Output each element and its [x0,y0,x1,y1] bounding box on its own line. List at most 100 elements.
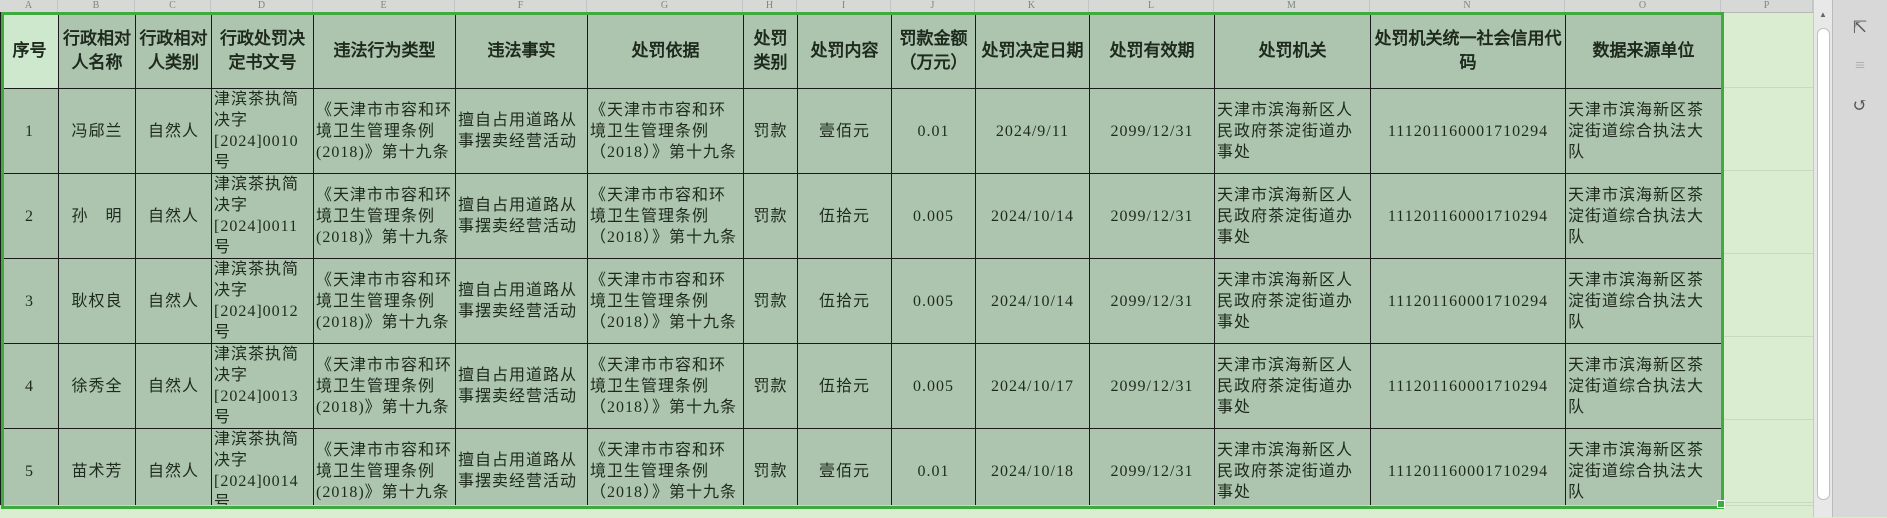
cell[interactable]: 《天津市市容和环境卫生管理条例(2018)》第十九条 [313,88,456,174]
fill-handle[interactable] [1717,500,1725,508]
cell[interactable]: 擅自占用道路从事摆卖经营活动 [455,258,588,344]
empty-cell[interactable] [1721,254,1813,337]
cell[interactable]: 壹佰元 [797,88,892,174]
cell[interactable]: 自然人 [135,428,212,514]
vertical-scrollbar[interactable]: ▲ [1813,0,1832,517]
header-cell[interactable]: 行政处罚决定书文号 [211,12,314,89]
header-cell[interactable]: 处罚依据 [587,12,744,89]
cell[interactable]: 伍拾元 [797,343,892,429]
cell[interactable]: 《天津市市容和环境卫生管理条例（2018）》第十九条 [587,173,744,259]
header-cell[interactable]: 处罚有效期 [1089,12,1215,89]
cell[interactable]: 擅自占用道路从事摆卖经营活动 [455,428,588,514]
header-cell[interactable]: 处罚类别 [743,12,798,89]
cell[interactable]: 《天津市市容和环境卫生管理条例(2018)》第十九条 [313,173,456,259]
cell[interactable]: 《天津市市容和环境卫生管理条例(2018)》第十九条 [313,343,456,429]
cell[interactable]: 天津市滨海新区茶淀街道综合执法大队 [1565,428,1722,514]
empty-cell[interactable] [1721,171,1813,254]
cell[interactable]: 2099/12/31 [1089,343,1215,429]
column-letter-l[interactable]: L [1089,0,1214,12]
cell[interactable]: 《天津市市容和环境卫生管理条例（2018）》第十九条 [587,258,744,344]
cell[interactable]: 《天津市市容和环境卫生管理条例(2018)》第十九条 [313,258,456,344]
cell[interactable]: 天津市滨海新区茶淀街道综合执法大队 [1565,343,1722,429]
cell[interactable]: 津滨茶执简决字[2024]0011号 [211,173,314,259]
cell[interactable]: 2099/12/31 [1089,258,1215,344]
cell[interactable]: 擅自占用道路从事摆卖经营活动 [455,343,588,429]
column-letter-n[interactable]: N [1370,0,1565,12]
history-icon[interactable]: ↺ [1852,95,1868,115]
cell[interactable]: 1 [0,88,59,174]
column-letter-c[interactable]: C [135,0,211,12]
cell[interactable]: 111201160001710294 [1370,343,1566,429]
header-cell[interactable]: 行政相对人类别 [135,12,212,89]
column-letter-p[interactable]: P [1721,0,1813,12]
cell[interactable]: 0.005 [891,258,976,344]
cell[interactable]: 2024/10/17 [975,343,1090,429]
cell[interactable]: 冯郈兰 [58,88,136,174]
cell[interactable]: 自然人 [135,343,212,429]
cell[interactable]: 3 [0,258,59,344]
column-letter-f[interactable]: F [455,0,587,12]
cell[interactable]: 0.005 [891,173,976,259]
cell[interactable]: 罚款 [743,88,798,174]
column-letter-h[interactable]: H [743,0,797,12]
cell[interactable]: 2099/12/31 [1089,173,1215,259]
empty-row[interactable] [0,505,1813,518]
header-cell[interactable]: 违法事实 [455,12,588,89]
scroll-up-icon[interactable]: ▲ [1819,10,1827,19]
cell[interactable]: 伍拾元 [797,258,892,344]
column-letter-j[interactable]: J [891,0,975,12]
header-cell[interactable]: 序号 [0,12,59,89]
header-cell[interactable]: 处罚内容 [797,12,892,89]
cell[interactable]: 天津市滨海新区人民政府茶淀街道办事处 [1214,428,1371,514]
cell[interactable]: 天津市滨海新区茶淀街道综合执法大队 [1565,88,1722,174]
pointer-icon[interactable]: ⇱ [1852,17,1868,37]
cell[interactable]: 天津市滨海新区人民政府茶淀街道办事处 [1214,258,1371,344]
header-cell[interactable]: 罚款金额（万元） [891,12,976,89]
cell[interactable]: 天津市滨海新区茶淀街道综合执法大队 [1565,258,1722,344]
header-cell[interactable]: 处罚机关 [1214,12,1371,89]
cell[interactable]: 2099/12/31 [1089,428,1215,514]
cell[interactable]: 0.01 [891,88,976,174]
cell[interactable]: 《天津市市容和环境卫生管理条例（2018）》第十九条 [587,428,744,514]
scrollbar-thumb[interactable] [1817,28,1830,500]
column-letter-e[interactable]: E [313,0,455,12]
cell[interactable]: 苗术芳 [58,428,136,514]
cell[interactable]: 罚款 [743,258,798,344]
column-letter-g[interactable]: G [587,0,743,12]
column-letter-b[interactable]: B [58,0,135,12]
cell[interactable]: 0.005 [891,343,976,429]
cell[interactable]: 孙 明 [58,173,136,259]
cell[interactable]: 2024/10/14 [975,173,1090,259]
cell[interactable]: 天津市滨海新区人民政府茶淀街道办事处 [1214,343,1371,429]
cell[interactable]: 擅自占用道路从事摆卖经营活动 [455,88,588,174]
column-letter-a[interactable]: A [0,0,58,12]
cell[interactable]: 111201160001710294 [1370,258,1566,344]
cell[interactable]: 罚款 [743,343,798,429]
empty-cell[interactable] [1721,12,1813,88]
cell[interactable]: 津滨茶执简决字[2024]0014号 [211,428,314,514]
cell[interactable]: 2 [0,173,59,259]
empty-cell[interactable] [1721,337,1813,420]
cell[interactable]: 0.01 [891,428,976,514]
cell[interactable]: 111201160001710294 [1370,428,1566,514]
column-letter-o[interactable]: O [1565,0,1721,12]
cell[interactable]: 罚款 [743,428,798,514]
header-cell[interactable]: 处罚决定日期 [975,12,1090,89]
cell[interactable]: 天津市滨海新区人民政府茶淀街道办事处 [1214,88,1371,174]
column-letter-k[interactable]: K [975,0,1089,12]
cell[interactable]: 伍拾元 [797,173,892,259]
cell[interactable]: 津滨茶执简决字[2024]0013号 [211,343,314,429]
cell[interactable]: 耿权良 [58,258,136,344]
column-letter-d[interactable]: D [211,0,313,12]
cell[interactable]: 津滨茶执简决字[2024]0012号 [211,258,314,344]
filter-icon[interactable]: ≡ [1854,55,1866,75]
cell[interactable]: 自然人 [135,258,212,344]
header-cell[interactable]: 处罚机关统一社会信用代码 [1370,12,1566,89]
header-cell[interactable]: 数据来源单位 [1565,12,1722,89]
cell[interactable]: 天津市滨海新区茶淀街道综合执法大队 [1565,173,1722,259]
cell[interactable]: 天津市滨海新区人民政府茶淀街道办事处 [1214,173,1371,259]
cell[interactable]: 5 [0,428,59,514]
cell[interactable]: 擅自占用道路从事摆卖经营活动 [455,173,588,259]
cell[interactable]: 2024/9/11 [975,88,1090,174]
cell[interactable]: 《天津市市容和环境卫生管理条例（2018）》第十九条 [587,343,744,429]
